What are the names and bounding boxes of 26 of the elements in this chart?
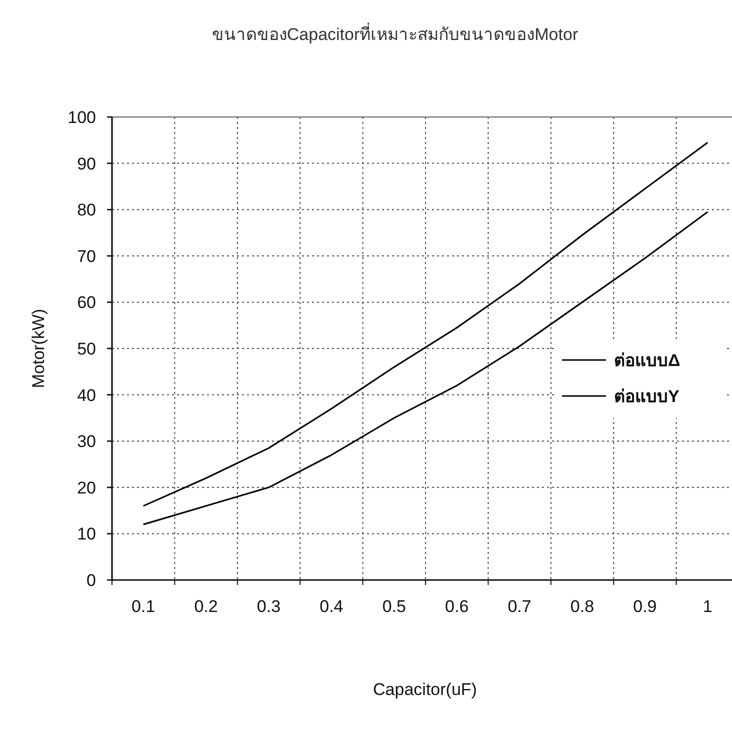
y-tick-label: 10 (77, 524, 96, 544)
y-tick-label: 40 (77, 386, 96, 405)
x-tick-label: 0.2 (194, 597, 218, 616)
x-tick-label: 0.9 (633, 597, 657, 616)
legend-label: ต่อแบบΔ (614, 351, 680, 370)
x-tick-label: 0.8 (570, 597, 594, 616)
x-tick-label: 0.6 (445, 597, 469, 616)
x-tick-label: 0.3 (256, 597, 281, 616)
x-tick-label: 0.5 (382, 597, 406, 616)
y-axis-title: Motor(kW) (29, 308, 48, 388)
y-tick-label: 80 (77, 200, 96, 220)
x-tick-label: 0.4 (320, 597, 344, 616)
legend-label: ต่อแบบY (614, 387, 680, 406)
chart-title: ขนาดของCapacitorที่เหมาะสมกับขนาดของMotor (212, 22, 578, 44)
y-tick-label: 60 (77, 293, 96, 312)
y-tick-label: 100 (68, 108, 96, 127)
x-tick-label: 1 (702, 597, 712, 616)
x-axis-title: Capacitor(uF) (373, 680, 477, 699)
x-tick-label: 0.7 (508, 597, 532, 616)
y-tick-label: 90 (77, 154, 96, 174)
y-tick-label: 0 (86, 571, 96, 590)
y-tick-label: 70 (77, 246, 96, 266)
y-tick-label: 30 (77, 432, 96, 452)
x-tick-label: 0.1 (132, 597, 156, 616)
y-tick-label: 50 (77, 340, 96, 358)
y-tick-label: 20 (77, 478, 96, 498)
